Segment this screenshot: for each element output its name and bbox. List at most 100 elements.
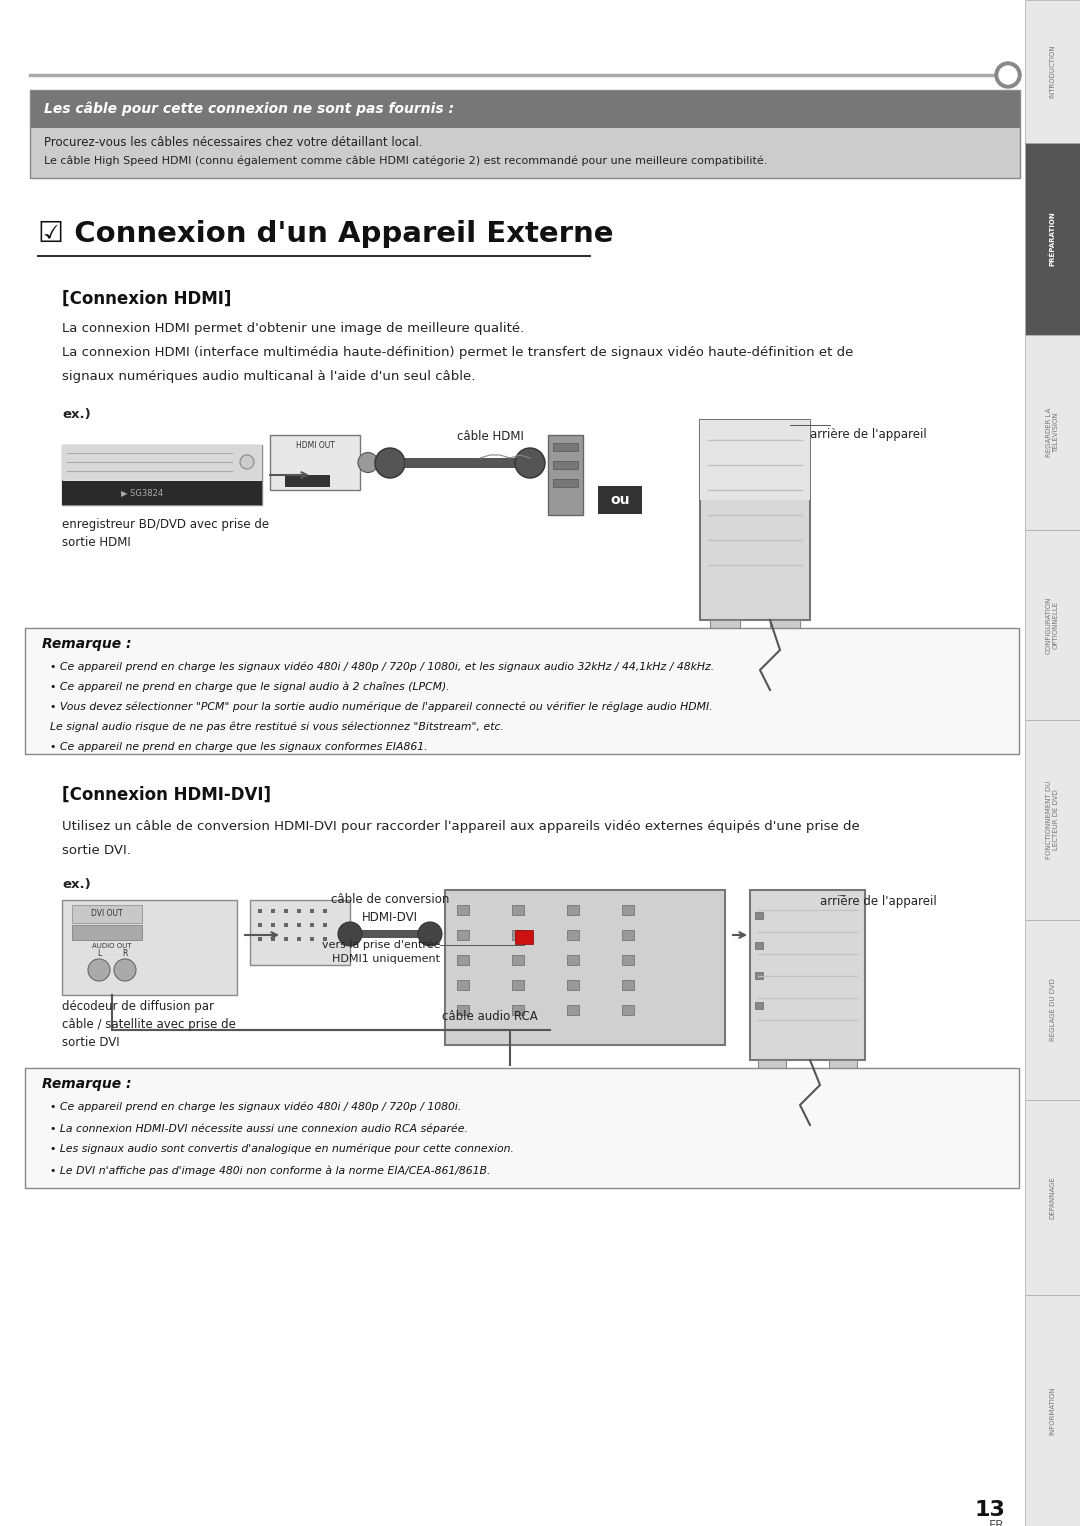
Bar bbox=[284, 937, 288, 942]
Circle shape bbox=[515, 449, 545, 478]
Text: L: L bbox=[97, 949, 102, 958]
Bar bbox=[457, 905, 469, 916]
Bar bbox=[755, 913, 762, 919]
Bar bbox=[700, 420, 810, 620]
Bar bbox=[284, 923, 288, 926]
Bar bbox=[445, 890, 725, 1045]
Circle shape bbox=[999, 66, 1017, 84]
Text: • Ce appareil ne prend en charge que le signal audio à 2 chaînes (LPCM).: • Ce appareil ne prend en charge que le … bbox=[50, 682, 449, 693]
Text: câble HDMI: câble HDMI bbox=[457, 430, 524, 443]
Bar bbox=[770, 620, 800, 635]
Text: ou: ou bbox=[610, 493, 630, 507]
Bar bbox=[829, 1061, 858, 1071]
Text: CONFIGURATION
OPTIONNELLE: CONFIGURATION OPTIONNELLE bbox=[1047, 597, 1059, 653]
Bar bbox=[258, 937, 262, 942]
Bar bbox=[548, 435, 583, 514]
Bar bbox=[622, 905, 634, 916]
Text: R: R bbox=[122, 949, 127, 958]
Bar bbox=[567, 980, 579, 990]
Bar bbox=[755, 972, 762, 980]
Bar bbox=[622, 955, 634, 964]
Bar bbox=[1025, 0, 1080, 143]
Text: [Connexion HDMI]: [Connexion HDMI] bbox=[62, 290, 231, 308]
Bar bbox=[1025, 336, 1080, 530]
Bar bbox=[457, 1006, 469, 1015]
Bar bbox=[30, 90, 1020, 179]
Bar bbox=[622, 1006, 634, 1015]
Text: La connexion HDMI permet d'obtenir une image de meilleure qualité.: La connexion HDMI permet d'obtenir une i… bbox=[62, 322, 524, 336]
Bar bbox=[271, 923, 275, 926]
Bar bbox=[622, 929, 634, 940]
Circle shape bbox=[338, 922, 362, 946]
Text: • Le DVI n'affiche pas d'image 480i non conforme à la norme EIA/CEA-861/861B.: • Le DVI n'affiche pas d'image 480i non … bbox=[50, 1164, 490, 1175]
Bar bbox=[750, 890, 865, 1061]
Bar bbox=[30, 90, 1020, 128]
Bar bbox=[310, 923, 314, 926]
Bar bbox=[512, 980, 524, 990]
Bar bbox=[567, 929, 579, 940]
Text: ☑ Connexion d'un Appareil Externe: ☑ Connexion d'un Appareil Externe bbox=[38, 220, 613, 249]
Text: Remarque :: Remarque : bbox=[42, 636, 132, 652]
Circle shape bbox=[995, 63, 1021, 89]
Bar bbox=[1025, 1296, 1080, 1526]
Bar bbox=[758, 1061, 786, 1071]
Bar bbox=[1025, 1100, 1080, 1296]
Text: ex.): ex.) bbox=[62, 407, 91, 421]
Circle shape bbox=[87, 958, 110, 981]
Bar bbox=[710, 620, 740, 635]
Text: ▶ SG3824: ▶ SG3824 bbox=[121, 488, 163, 497]
Bar bbox=[270, 435, 360, 490]
Bar bbox=[598, 485, 642, 514]
Text: Les câble pour cette connexion ne sont pas fournis :: Les câble pour cette connexion ne sont p… bbox=[44, 102, 454, 116]
Text: • Les signaux audio sont convertis d'analogique en numérique pour cette connexio: • Les signaux audio sont convertis d'ana… bbox=[50, 1144, 514, 1155]
Text: Utilisez un câble de conversion HDMI-DVI pour raccorder l'appareil aux appareils: Utilisez un câble de conversion HDMI-DVI… bbox=[62, 819, 860, 833]
Text: INTRODUCTION: INTRODUCTION bbox=[1050, 44, 1055, 98]
Bar bbox=[512, 1006, 524, 1015]
Bar bbox=[323, 909, 327, 913]
Bar bbox=[567, 905, 579, 916]
Text: FR: FR bbox=[989, 1518, 1005, 1526]
Text: Procurez-vous les câbles nécessaires chez votre détaillant local.: Procurez-vous les câbles nécessaires che… bbox=[44, 136, 422, 150]
Text: signaux numériques audio multicanal à l'aide d'un seul câble.: signaux numériques audio multicanal à l'… bbox=[62, 369, 475, 383]
Bar bbox=[405, 458, 525, 468]
Text: décodeur de diffusion par
câble / satellite avec prise de
sortie DVI: décodeur de diffusion par câble / satell… bbox=[62, 1000, 235, 1048]
Bar bbox=[553, 461, 578, 468]
Text: [Connexion HDMI-DVI]: [Connexion HDMI-DVI] bbox=[62, 786, 271, 804]
Bar bbox=[512, 955, 524, 964]
Text: REGARDER LA
TÉLÉVISION: REGARDER LA TÉLÉVISION bbox=[1045, 407, 1059, 458]
Text: INFORMATION: INFORMATION bbox=[1050, 1386, 1055, 1434]
Text: PRÉPARATION: PRÉPARATION bbox=[1050, 212, 1056, 267]
Bar bbox=[1025, 530, 1080, 720]
Text: Le signal audio risque de ne pas être restitué si vous sélectionnez "Bitstream",: Le signal audio risque de ne pas être re… bbox=[50, 722, 504, 732]
Text: vers la prise d'entrée
HDMI1 uniquement: vers la prise d'entrée HDMI1 uniquement bbox=[322, 940, 440, 964]
Text: • La connexion HDMI-DVI nécessite aussi une connexion audio RCA séparée.: • La connexion HDMI-DVI nécessite aussi … bbox=[50, 1123, 468, 1134]
Bar bbox=[25, 629, 1020, 754]
Bar bbox=[297, 937, 301, 942]
Bar bbox=[515, 929, 534, 945]
Text: DÉPANNAGE: DÉPANNAGE bbox=[1050, 1177, 1056, 1219]
Bar bbox=[62, 481, 262, 505]
Bar bbox=[1025, 920, 1080, 1100]
Text: DVI OUT: DVI OUT bbox=[91, 909, 123, 919]
Bar bbox=[72, 905, 141, 923]
Circle shape bbox=[240, 455, 254, 468]
Bar bbox=[567, 1006, 579, 1015]
Bar bbox=[553, 443, 578, 452]
Bar bbox=[284, 909, 288, 913]
Bar bbox=[512, 929, 524, 940]
Bar bbox=[271, 909, 275, 913]
Bar bbox=[310, 909, 314, 913]
Bar bbox=[323, 923, 327, 926]
Bar bbox=[755, 1003, 762, 1009]
Bar bbox=[457, 955, 469, 964]
Text: AUDIO OUT: AUDIO OUT bbox=[92, 943, 132, 949]
Bar bbox=[249, 900, 350, 964]
Text: FONCTIONNEMENT DU
LECTEUR DE DVD: FONCTIONNEMENT DU LECTEUR DE DVD bbox=[1047, 781, 1059, 859]
Bar bbox=[62, 446, 262, 481]
Bar bbox=[258, 909, 262, 913]
Bar bbox=[72, 925, 141, 940]
Text: câble audio RCA: câble audio RCA bbox=[442, 1010, 538, 1022]
Bar bbox=[62, 446, 262, 505]
Circle shape bbox=[418, 922, 442, 946]
Bar bbox=[30, 128, 1020, 179]
